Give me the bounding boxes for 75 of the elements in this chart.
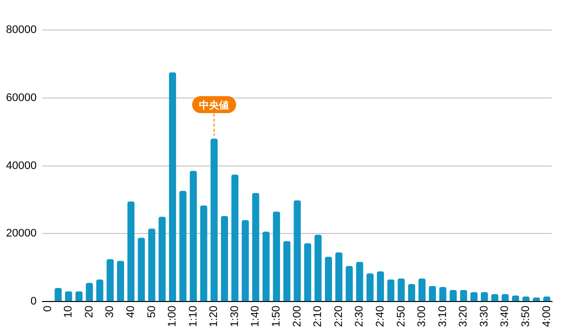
x-tick-label: 3:10 [436,306,449,328]
bar [54,288,62,302]
bar [283,241,290,302]
bar [356,262,364,302]
x-tick-label: 3:00 [416,306,428,328]
bar [190,170,197,302]
bar [304,243,312,302]
bar [335,252,342,302]
bar [210,138,218,302]
bar [117,260,124,302]
bar [460,290,468,302]
bar [242,220,249,302]
bar [138,238,145,302]
x-tick-label: 40 [124,306,137,318]
bar [470,292,478,302]
bar [314,234,322,302]
bar [502,294,509,302]
bar [96,280,104,302]
bar [200,206,208,302]
x-tick-label: 20 [83,306,96,318]
x-tick-label: 10 [62,306,75,318]
bar [272,212,280,302]
bar [127,201,134,302]
bar [418,278,426,302]
x-tick-label: 50 [146,306,158,318]
x-tick-label: 1:30 [228,306,241,328]
bar [158,216,166,302]
bar [324,256,332,302]
bar [346,266,353,302]
x-tick-label: 2:20 [332,306,345,328]
bar [75,291,83,302]
bar [148,228,156,302]
bar [168,72,176,302]
bar [106,259,114,302]
x-tick-label: 1:20 [208,306,220,328]
bar [398,278,405,302]
bar [231,174,238,302]
x-tick-label: 1:10 [187,306,200,328]
bar [480,292,488,302]
x-tick-label: 3:30 [478,306,490,328]
y-tick-label: 80000 [6,24,37,36]
bar [179,190,186,302]
bar [294,200,301,302]
bar [491,294,498,302]
bar [86,282,93,302]
y-tick-label: 40000 [6,160,37,172]
bar [252,192,260,302]
bar [408,284,416,302]
bar [262,232,270,302]
bar [439,286,446,302]
bar [428,286,436,302]
x-tick-label: 1:00 [166,306,179,328]
x-tick-label: 2:00 [291,306,304,328]
y-tick-label: 60000 [6,92,37,104]
bar [450,290,457,302]
x-tick-label: 3:50 [520,306,532,328]
x-tick-label: 2:30 [354,306,366,328]
x-tick-label: 3:40 [499,306,512,328]
x-tick-label: 2:10 [312,306,324,328]
bar [387,280,394,302]
x-tick-label: 1:50 [270,306,283,328]
y-tick-label: 0 [30,296,37,308]
x-tick-label: 1:40 [250,306,262,328]
bar [376,271,384,302]
bar [65,291,72,302]
x-tick-label: 2:40 [374,306,386,328]
y-tick-label: 20000 [6,228,37,240]
x-tick-label: 4:00 [540,306,553,328]
x-tick-label: 2:50 [395,306,408,328]
x-tick-label: 3:20 [458,306,470,328]
x-tick-label: 30 [104,306,116,318]
bar [220,216,228,302]
annotation: 中央値 [199,99,230,112]
bar [366,273,374,302]
x-tick-label: 0 [42,306,54,312]
